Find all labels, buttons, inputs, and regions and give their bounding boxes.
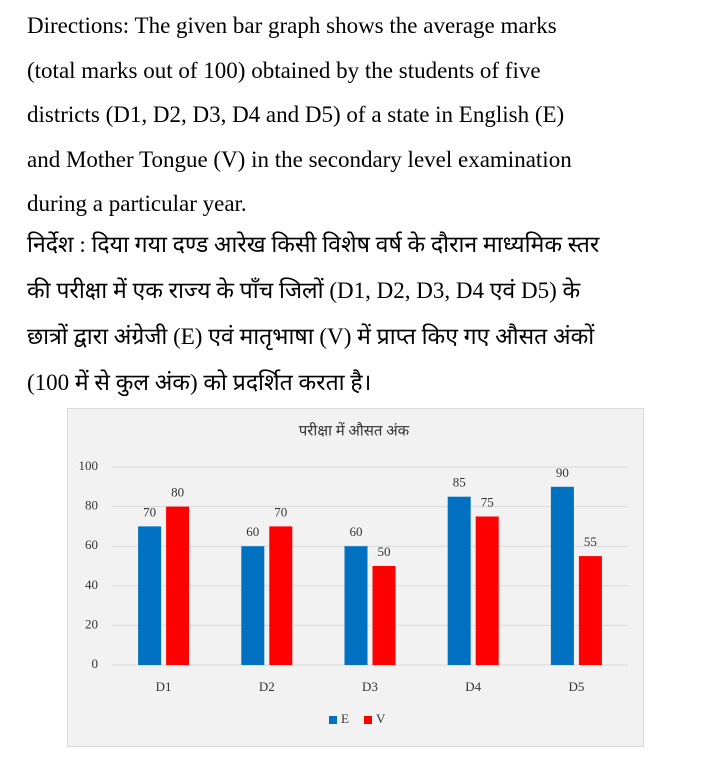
- legend-swatch: [364, 716, 372, 724]
- text-line: की परीक्षा में एक राज्य के पाँच जिलों (D…: [27, 278, 581, 303]
- chart: परीक्षा में औसत अंक 0 20 40 60 80 100 D1 70 80 D2…: [67, 408, 644, 747]
- bar: [269, 526, 293, 665]
- value-label: 90: [556, 465, 569, 480]
- x-tick-label: D5: [568, 679, 584, 694]
- text-line: and Mother Tongue (V) in the secondary l…: [27, 146, 572, 172]
- legend-swatch: [329, 716, 337, 724]
- x-tick-label: D3: [362, 679, 378, 694]
- x-tick-label: D1: [156, 679, 172, 694]
- value-label: 70: [143, 504, 156, 519]
- text-line: districts (D1, D2, D3, D4 and D5) of a s…: [27, 102, 565, 127]
- value-label: 50: [378, 544, 391, 559]
- bar: [344, 546, 368, 665]
- text-line: (100 में से कुल अंक) को प्रदर्शित करता ह…: [27, 370, 372, 395]
- y-tick-label: 100: [79, 458, 99, 473]
- y-tick-label: 40: [85, 577, 98, 592]
- text-line: Directions: The given bar graph shows th…: [27, 13, 557, 38]
- bar: [550, 486, 574, 665]
- value-label: 85: [453, 475, 466, 490]
- text-line: during a particular year.: [27, 191, 247, 216]
- bar: [241, 546, 265, 665]
- bar: [372, 566, 396, 665]
- bar: [475, 516, 499, 665]
- y-tick-label: 80: [85, 498, 98, 513]
- x-tick-label: D4: [465, 679, 481, 694]
- x-tick-label: D2: [259, 679, 275, 694]
- y-tick-label: 0: [92, 656, 99, 671]
- text-line: छात्रों द्वारा अंग्रेजी (E) एवं मातृभाषा…: [27, 324, 595, 349]
- legend-label: E: [341, 711, 349, 726]
- value-label: 60: [350, 524, 363, 539]
- text-line: (total marks out of 100) obtained by the…: [27, 57, 541, 83]
- y-tick-label: 20: [85, 616, 98, 631]
- chart-title: परीक्षा में औसत अंक: [299, 421, 410, 439]
- value-label: 60: [246, 524, 259, 539]
- bar: [447, 496, 471, 665]
- value-label: 80: [171, 485, 184, 500]
- bar: [138, 526, 162, 665]
- bar: [166, 506, 190, 665]
- text-line: निर्देश : दिया गया दण्ड आरेख किसी विशेष …: [27, 232, 600, 257]
- bar: [578, 556, 602, 665]
- value-label: 55: [584, 534, 597, 549]
- legend-label: V: [376, 711, 386, 726]
- value-label: 70: [274, 504, 287, 519]
- value-label: 75: [481, 494, 494, 509]
- y-tick-label: 60: [85, 537, 98, 552]
